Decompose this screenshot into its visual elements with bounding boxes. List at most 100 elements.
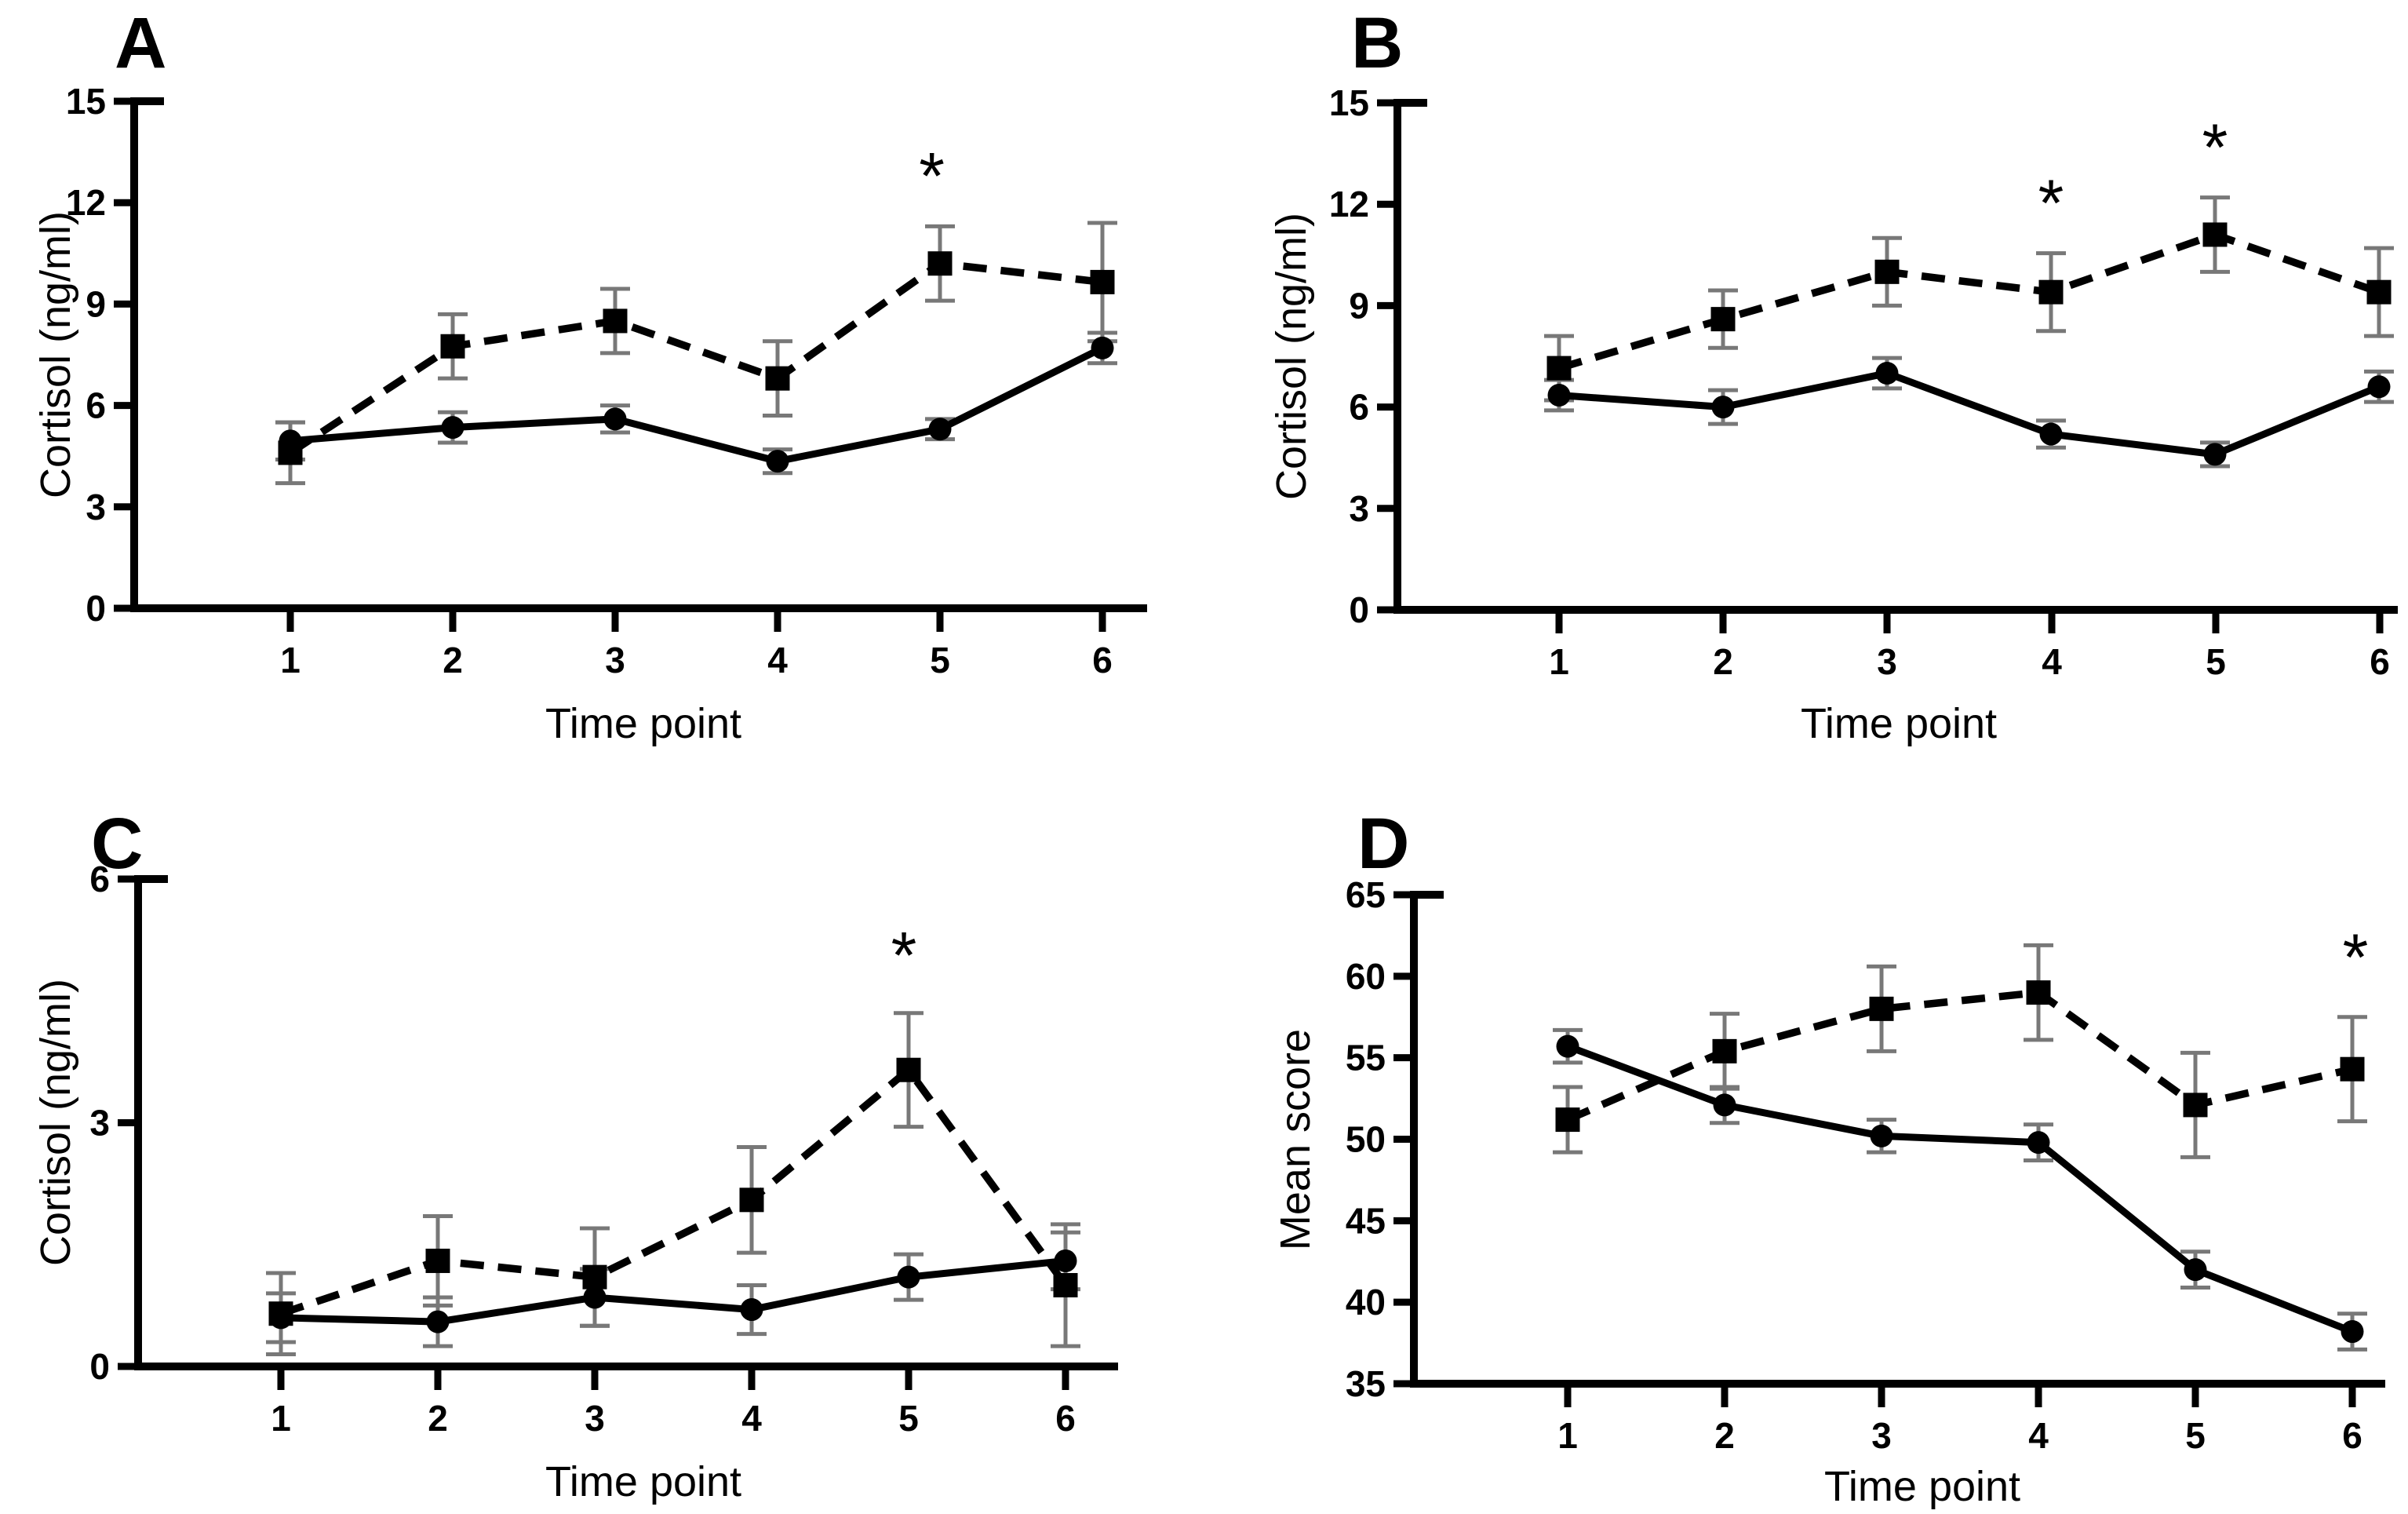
panel-d-square-marker-3: [1869, 996, 1894, 1021]
panel-d-x-tick-label-6: 6: [2342, 1415, 2362, 1456]
panel-b-circle-marker-4: [2039, 422, 2063, 446]
panel-a-y-tick-label-9: 9: [86, 283, 106, 324]
panel-b-circle-marker-1: [1547, 384, 1571, 407]
panel-b-square-marker-6: [2366, 279, 2392, 305]
panel-b-line-solid-circles: [1558, 369, 2381, 458]
panel-d-circle-marker-4: [2027, 1131, 2050, 1155]
panel-a-letter: A: [115, 3, 166, 83]
panel-a-y-tick-label-15: 15: [66, 81, 106, 122]
panel-d-square-marker-1: [1555, 1107, 1580, 1133]
panel-a-y-tick-label-0: 0: [86, 588, 106, 629]
panel-d-y-tick-label-65: 65: [1346, 874, 1386, 915]
panel-c-circle-marker-5: [897, 1265, 920, 1289]
panel-a-significance-asterisk-1: *: [919, 139, 945, 213]
panel-d-line-solid-circles: [1566, 1042, 2354, 1335]
panel-d-y-tick-label-55: 55: [1346, 1038, 1386, 1078]
panel-d-x-tick-label-1: 1: [1557, 1415, 1578, 1456]
panel-c-x-tick-label-1: 1: [271, 1398, 291, 1439]
panel-d-circle-marker-3: [1870, 1124, 1893, 1147]
panel-c-circle-marker-4: [740, 1298, 763, 1322]
panel-d-y-tick-label-35: 35: [1346, 1363, 1386, 1404]
panel-b-significance-asterisk-1: *: [2038, 166, 2064, 239]
panel-d-square-marker-6: [2340, 1056, 2365, 1082]
panel-a-x-tick-label-6: 6: [1092, 640, 1113, 680]
panel-d-significance-asterisk-1: *: [2343, 921, 2369, 994]
panel-a-circle-marker-6: [1091, 336, 1114, 359]
panel-d-circle-marker-5: [2184, 1258, 2207, 1282]
panel-a-square-marker-2: [440, 334, 465, 359]
panel-c-square-marker-3: [582, 1264, 607, 1290]
panel-c-x-axis-title: Time point: [545, 1458, 741, 1505]
panel-d-square-marker-5: [2183, 1093, 2208, 1118]
panel-d-x-tick-label-4: 4: [2028, 1415, 2049, 1456]
panel-c-x-tick-label-3: 3: [585, 1398, 605, 1439]
panel-b-letter: B: [1351, 3, 1403, 83]
panel-a-x-axis-title: Time point: [545, 700, 741, 747]
panel-b-y-tick-label-12: 12: [1329, 184, 1369, 224]
panel-a-circle-marker-1: [279, 429, 302, 453]
panel-c-square-marker-5: [896, 1057, 921, 1082]
panel-b-y-tick-label-0: 0: [1349, 589, 1369, 630]
panel-c-x-tick-label-6: 6: [1055, 1398, 1076, 1439]
panel-a-circle-marker-4: [766, 450, 789, 473]
panel-d-y-tick-label-60: 60: [1346, 956, 1386, 997]
panel-c-line-solid-circles: [280, 1257, 1066, 1326]
panel-b-x-tick-label-5: 5: [2206, 641, 2226, 682]
panel-d-x-tick-label-3: 3: [1871, 1415, 1892, 1456]
panel-c-axes: 1 2 3 4 5 6 0 3 6: [89, 859, 1118, 1439]
panel-d-circle-marker-6: [2341, 1320, 2364, 1344]
panel-a-line-dashed-squares: [288, 259, 1103, 456]
panel-a-y-tick-label-12: 12: [66, 182, 106, 223]
panel-c-square-marker-4: [739, 1187, 764, 1213]
panel-d-x-axis-title: Time point: [1824, 1463, 2020, 1510]
panel-b-square-marker-4: [2038, 279, 2064, 305]
panel-a-x-tick-label-5: 5: [930, 640, 950, 680]
panel-c-letter: C: [91, 804, 143, 884]
panel-b-square-marker-3: [1874, 259, 1900, 284]
panel-d-x-tick-label-2: 2: [1714, 1415, 1735, 1456]
panel-d-y-axis-title: Mean score: [1272, 1029, 1319, 1250]
panel-b-y-tick-label-6: 6: [1349, 387, 1369, 428]
panel-c-x-tick-label-4: 4: [741, 1398, 762, 1439]
panel-a-x-tick-label-1: 1: [280, 640, 301, 680]
panel-c-circle-marker-3: [583, 1286, 607, 1309]
panel-a-line-solid-circles: [290, 345, 1105, 465]
panel-b-x-axis-title: Time point: [1801, 700, 1997, 747]
panel-b-y-axis-title: Cortisol (ng/ml): [1268, 213, 1315, 500]
panel-d-y-tick-label-40: 40: [1346, 1282, 1386, 1322]
panel-d-square-marker-4: [2026, 980, 2051, 1005]
panel-b-square-marker-1: [1546, 356, 1572, 381]
panel-d-y-tick-label-45: 45: [1346, 1200, 1386, 1241]
panel-b-circle-marker-6: [2367, 375, 2391, 399]
panel-a-circle-marker-3: [603, 407, 627, 431]
panel-a-x-tick-label-4: 4: [767, 640, 788, 680]
panel-c-square-marker-6: [1053, 1273, 1078, 1297]
panel-d-square-marker-2: [1712, 1038, 1737, 1063]
panel-a-error-bars: [275, 221, 1117, 486]
panel-c-circle-marker-6: [1054, 1249, 1077, 1272]
panel-c-significance-asterisk-1: *: [891, 918, 917, 992]
panel-c-circle-marker-2: [426, 1310, 450, 1333]
panel-d-line-dashed-squares: [1566, 988, 2354, 1123]
panel-b-line-dashed-squares: [1557, 230, 2381, 372]
panel-a-circle-marker-5: [928, 418, 952, 441]
panel-c-y-tick-label-6: 6: [89, 859, 110, 899]
panel-c-x-tick-label-2: 2: [428, 1398, 448, 1439]
panel-b-square-marker-5: [2202, 222, 2228, 247]
panel-c-y-axis-title: Cortisol (ng/ml): [32, 979, 79, 1266]
panel-b-square-marker-2: [1710, 307, 1736, 332]
panel-a-square-marker-4: [765, 366, 790, 391]
panel-a-y-axis-title: Cortisol (ng/ml): [32, 211, 79, 498]
panel-b-x-tick-label-4: 4: [2042, 641, 2062, 682]
panel-d-y-tick-label-50: 50: [1346, 1119, 1386, 1160]
panel-b-x-tick-label-6: 6: [2370, 641, 2390, 682]
panel-a-square-marker-6: [1090, 269, 1115, 294]
